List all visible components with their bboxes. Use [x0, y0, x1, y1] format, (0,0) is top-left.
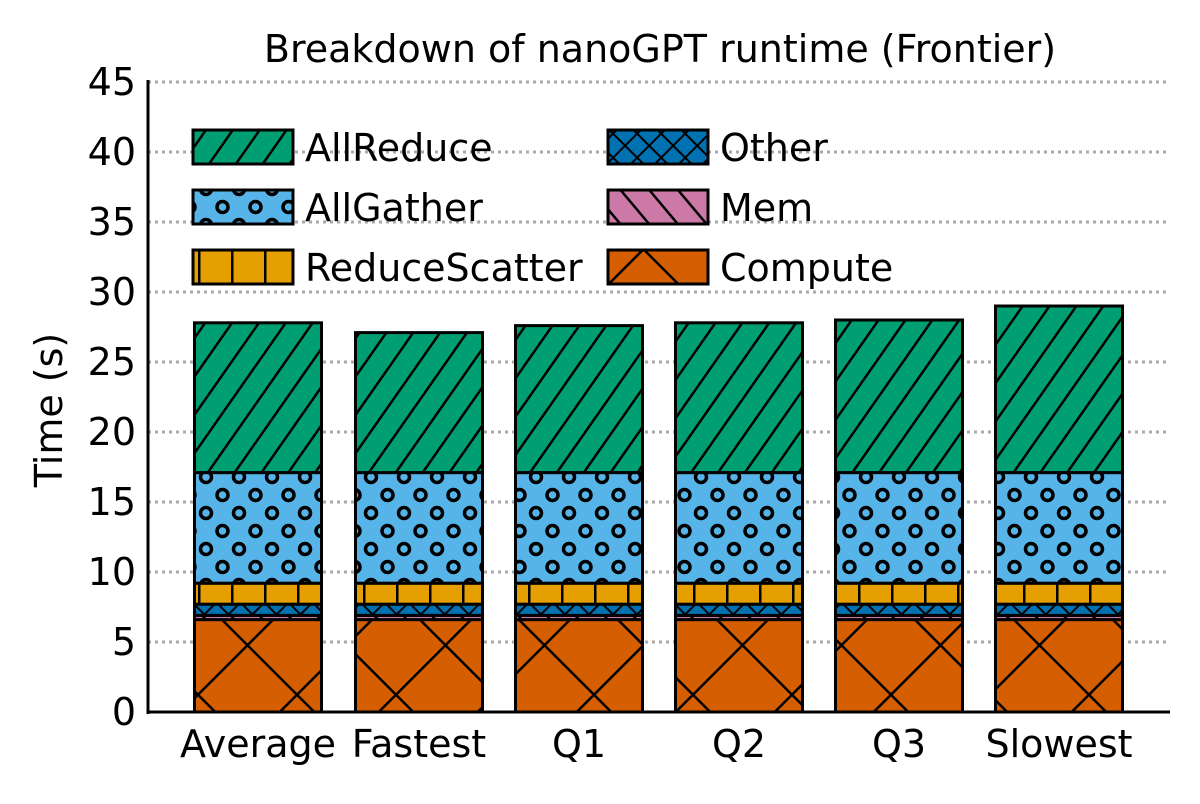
legend-swatch-allreduce: [191, 128, 295, 166]
bar-segment-reducescatter: [193, 581, 323, 606]
legend-swatch-mem: [606, 188, 710, 226]
bar-segment-allgather: [514, 471, 644, 585]
bar-segment-reducescatter: [834, 581, 964, 606]
bar-segment-compute: [514, 618, 644, 714]
bar-segment-allreduce: [354, 331, 484, 475]
bar-segment-other: [834, 602, 964, 617]
bar-segment-reducescatter: [994, 581, 1124, 606]
legend-label-compute: Compute: [720, 246, 893, 290]
legend-label-mem: Mem: [720, 186, 813, 230]
bar-segment-allgather: [994, 471, 1124, 585]
bar-group-q2: [674, 321, 804, 714]
y-tick-label: 15: [88, 480, 136, 524]
legend-label-reducescatter: ReduceScatter: [305, 246, 583, 290]
y-tick-label: 45: [88, 60, 136, 104]
x-tick-label: Average: [180, 722, 336, 766]
y-tick-label: 20: [88, 410, 136, 454]
y-tick-label: 0: [112, 690, 136, 734]
x-tick-label: Q2: [712, 722, 766, 766]
bar-segment-other: [674, 602, 804, 617]
bar-segment-allgather: [193, 471, 323, 585]
bar-segment-reducescatter: [674, 581, 804, 606]
bar-segment-compute: [834, 618, 964, 714]
legend-label-allgather: AllGather: [305, 186, 483, 230]
bar-segment-allreduce: [674, 321, 804, 475]
y-tick-label: 25: [88, 340, 136, 384]
y-tick-label: 30: [88, 270, 136, 314]
y-tick-label: 40: [88, 130, 136, 174]
bar-group-q1: [514, 324, 644, 714]
bar-segment-other: [994, 602, 1124, 617]
chart-title: Breakdown of nanoGPT runtime (Frontier): [264, 27, 1056, 71]
bar-segment-compute: [994, 618, 1124, 714]
x-tick-label: Q1: [552, 722, 606, 766]
bar-segment-allgather: [674, 471, 804, 585]
bar-segment-compute: [354, 618, 484, 714]
bar-segment-allreduce: [994, 304, 1124, 475]
legend-swatch-reducescatter: [191, 248, 295, 286]
y-tick-label: 35: [88, 200, 136, 244]
bar-group-fastest: [354, 331, 484, 714]
bar-segment-reducescatter: [514, 581, 644, 606]
bar-segment-allreduce: [834, 318, 964, 475]
bar-segment-allgather: [834, 471, 964, 585]
x-tick-label: Slowest: [985, 722, 1132, 766]
bar-segment-other: [193, 602, 323, 617]
y-tick-label: 10: [88, 550, 136, 594]
x-tick-label: Q3: [872, 722, 926, 766]
legend-swatch-other: [606, 128, 710, 166]
legend-label-other: Other: [720, 126, 828, 170]
bar-group-slowest: [994, 304, 1124, 714]
y-tick-label: 5: [112, 620, 136, 664]
bar-segment-reducescatter: [354, 581, 484, 606]
legend-swatch-compute: [606, 248, 710, 286]
bar-segment-other: [514, 602, 644, 617]
x-tick-label: Fastest: [352, 722, 486, 766]
bar-segment-allreduce: [514, 324, 644, 475]
bar-segment-compute: [674, 618, 804, 714]
bar-segment-allgather: [354, 471, 484, 585]
bar-segment-other: [354, 602, 484, 617]
bar-segment-allreduce: [193, 321, 323, 475]
y-axis-label: Time (s): [27, 333, 71, 489]
legend-swatch-allgather: [191, 188, 295, 226]
bar-group-average: [193, 321, 323, 714]
bar-segment-compute: [193, 618, 323, 714]
legend-label-allreduce: AllReduce: [305, 126, 493, 170]
bar-group-q3: [834, 318, 964, 714]
